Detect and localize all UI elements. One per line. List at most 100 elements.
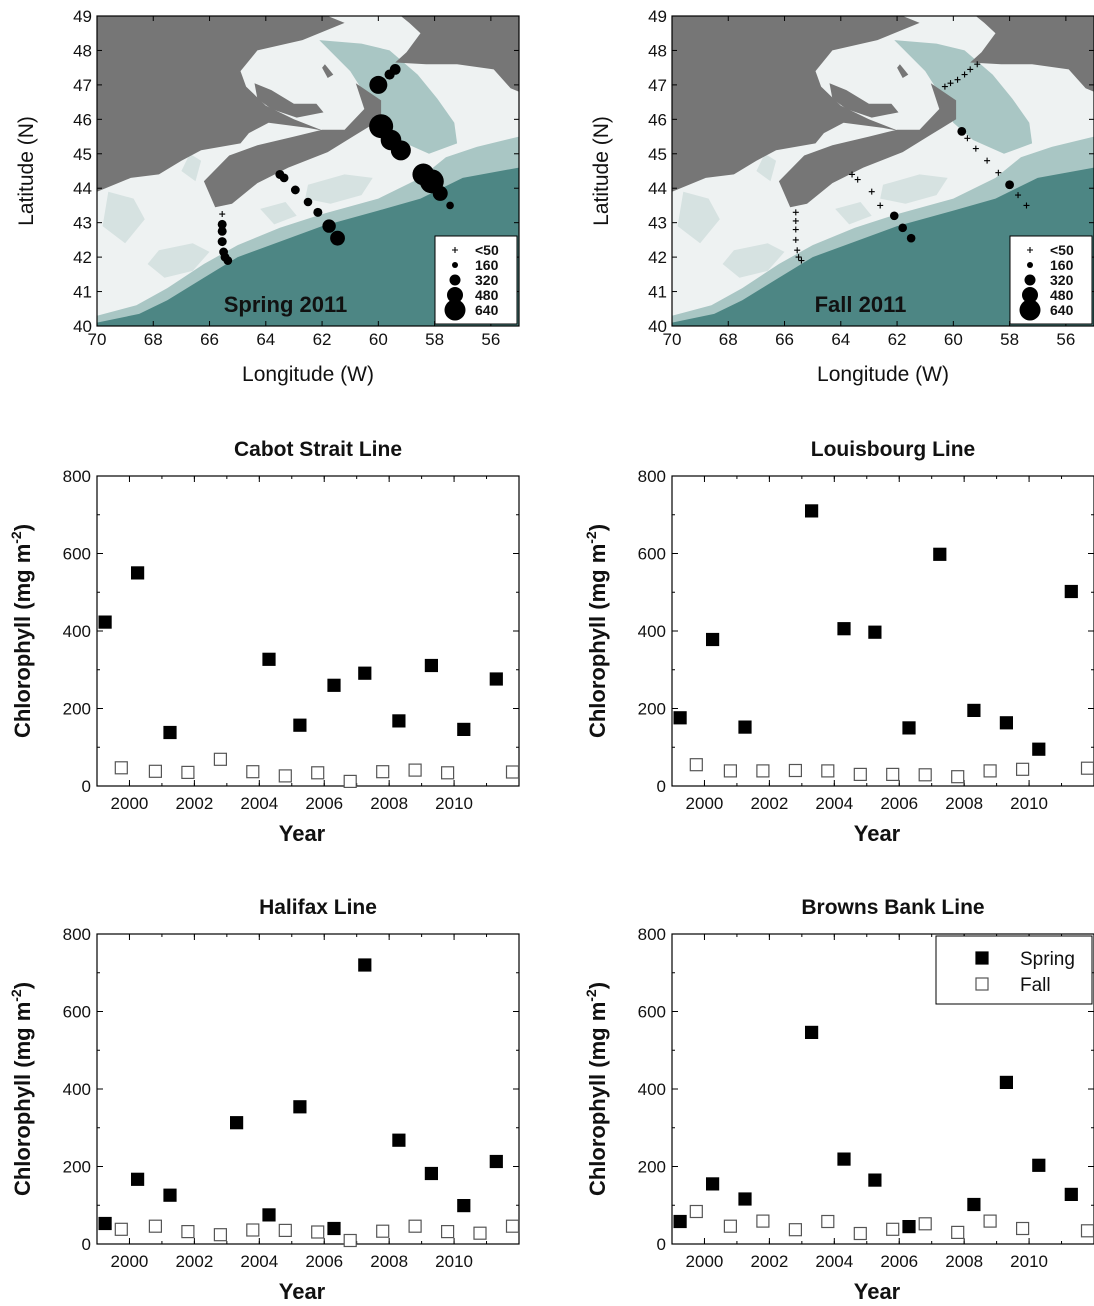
size-legend-label: <50 bbox=[1050, 242, 1074, 258]
size-legend-label: 640 bbox=[1050, 302, 1074, 318]
chart-y-tick-label: 600 bbox=[63, 545, 91, 564]
chart-x-tick-label: 2006 bbox=[305, 794, 343, 813]
chart-y-axis-label-end: ) bbox=[10, 982, 35, 989]
chart-y-axis-label-main: Chlorophyll (mg m bbox=[10, 544, 35, 738]
station-dot bbox=[389, 63, 401, 75]
map-y-tick-label: 45 bbox=[73, 145, 92, 164]
size-legend-dot-icon bbox=[1027, 262, 1033, 268]
size-legend-box bbox=[434, 235, 518, 325]
chart-y-axis-label-end: ) bbox=[585, 982, 610, 989]
station-dot bbox=[223, 256, 233, 265]
station-dot bbox=[1005, 180, 1014, 190]
fall-marker bbox=[441, 1224, 455, 1239]
fall-marker bbox=[951, 770, 965, 784]
chart-x-tick-label: 2010 bbox=[1010, 794, 1048, 813]
size-legend-dot-icon bbox=[444, 299, 466, 321]
size-legend-plus-icon bbox=[452, 247, 458, 253]
size-legend-dot-icon bbox=[452, 262, 458, 268]
map-land bbox=[97, 16, 345, 192]
chart-y-tick-label: 600 bbox=[638, 545, 666, 564]
map-land bbox=[829, 83, 899, 118]
spring-marker bbox=[392, 1133, 406, 1147]
map-x-tick-label: 60 bbox=[944, 330, 963, 349]
station-dot bbox=[217, 226, 227, 236]
spring-marker bbox=[673, 711, 687, 725]
spring-marker bbox=[705, 632, 720, 647]
spring-marker bbox=[1064, 1187, 1078, 1202]
station-plus-marker bbox=[967, 66, 974, 73]
chart-panel-browns-bank-line: 2000 2002 2004 2006 2008 2010 0 200 400 600 800 Bro… bbox=[583, 896, 1094, 1304]
spring-marker bbox=[262, 1208, 276, 1222]
fall-marker bbox=[213, 1228, 227, 1242]
station-plus-marker bbox=[219, 211, 226, 218]
map-y-tick-label: 43 bbox=[73, 214, 92, 233]
map-deep-water bbox=[672, 167, 1094, 326]
spring-marker bbox=[457, 722, 471, 737]
chart-x-tick-label: 2000 bbox=[686, 1252, 724, 1271]
map-laurentian-channel bbox=[319, 40, 458, 154]
map-bank-shading bbox=[722, 243, 785, 278]
map-x-tick-label: 66 bbox=[775, 330, 794, 349]
chart-y-axis-label-main: Chlorophyll (mg m bbox=[585, 544, 610, 738]
map-x-tick-label: 60 bbox=[369, 330, 388, 349]
station-dot bbox=[369, 75, 388, 94]
chart-legend-label: Fall bbox=[1020, 975, 1051, 996]
chart-y-tick-label: 800 bbox=[638, 925, 666, 944]
map-x-tick-label: 64 bbox=[256, 330, 275, 349]
station-dot bbox=[303, 197, 313, 207]
map-x-tick-label: 56 bbox=[481, 330, 500, 349]
chart-y-axis-label: Chlorophyll (mg m-2) bbox=[8, 524, 35, 738]
station-plus-marker bbox=[794, 247, 801, 254]
fall-marker bbox=[181, 765, 195, 780]
spring-marker bbox=[738, 720, 752, 734]
fall-marker bbox=[723, 1219, 738, 1233]
map-bank-shading bbox=[756, 153, 777, 182]
spring-marker bbox=[967, 1197, 981, 1212]
map-y-tick-label: 40 bbox=[73, 317, 92, 336]
fall-marker bbox=[821, 764, 835, 778]
map-land bbox=[778, 83, 957, 208]
fall-marker bbox=[376, 1224, 390, 1238]
spring-marker bbox=[933, 547, 947, 561]
spring-marker bbox=[98, 1216, 112, 1231]
map-x-tick-label: 68 bbox=[719, 330, 738, 349]
map-x-tick-label: 62 bbox=[313, 330, 332, 349]
map-x-tick-label: 58 bbox=[1000, 330, 1019, 349]
station-plus-marker bbox=[974, 61, 981, 68]
chart-x-tick-label: 2002 bbox=[750, 794, 788, 813]
chart-y-axis-label-main: Chlorophyll (mg m bbox=[585, 1002, 610, 1196]
fall-marker bbox=[278, 769, 292, 783]
spring-marker bbox=[837, 622, 851, 636]
map-land bbox=[322, 64, 334, 78]
spring-marker bbox=[98, 615, 112, 629]
map-x-tick-label: 64 bbox=[831, 330, 850, 349]
chart-y-axis-label: Chlorophyll (mg m-2) bbox=[8, 982, 35, 1196]
station-plus-marker bbox=[792, 226, 799, 233]
fall-marker bbox=[181, 1224, 195, 1239]
station-plus-marker bbox=[961, 71, 968, 78]
chart-y-axis-label-superscript: -2 bbox=[583, 989, 599, 1002]
fall-marker bbox=[343, 774, 357, 789]
station-plus-marker bbox=[947, 80, 954, 87]
chart-y-tick-label: 200 bbox=[638, 1158, 666, 1177]
station-dot bbox=[446, 201, 454, 210]
chart-x-axis-label: Year bbox=[854, 821, 901, 846]
fall-marker bbox=[756, 764, 770, 778]
chart-y-tick-label: 800 bbox=[63, 925, 91, 944]
station-plus-marker bbox=[995, 169, 1002, 176]
chart-y-axis-label-end: ) bbox=[10, 524, 35, 531]
fall-marker bbox=[983, 1214, 997, 1228]
map-land bbox=[672, 16, 920, 192]
fall-marker bbox=[886, 767, 900, 782]
station-dot bbox=[889, 211, 899, 221]
chart-y-axis-label-end: ) bbox=[585, 524, 610, 531]
spring-marker bbox=[457, 1198, 471, 1213]
station-dot bbox=[906, 233, 916, 243]
station-dot bbox=[957, 126, 967, 136]
map-area bbox=[672, 16, 1094, 326]
station-plus-marker bbox=[792, 209, 799, 216]
legend-spring-marker-icon bbox=[975, 951, 989, 965]
chart-title: Halifax Line bbox=[259, 896, 377, 919]
map-season-label: Fall 2011 bbox=[815, 292, 907, 317]
